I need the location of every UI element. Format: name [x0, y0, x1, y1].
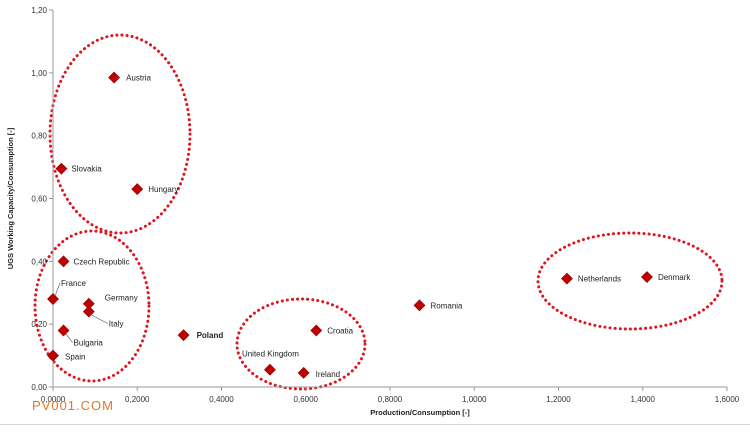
x-tick-label: 0,0000 — [41, 395, 66, 404]
data-point-romania — [413, 299, 426, 312]
y-tick-label: 0,40 — [31, 257, 47, 266]
point-label-poland: Poland — [197, 331, 224, 340]
x-tick-label: 1,2000 — [546, 395, 571, 404]
point-label-slovakia: Slovakia — [71, 165, 102, 174]
leader-line — [54, 282, 61, 297]
point-label-italy: Italy — [109, 320, 124, 329]
y-tick-label: 1,00 — [31, 69, 47, 78]
data-point-spain — [47, 349, 59, 362]
data-point-united-kingdom — [264, 363, 276, 376]
data-point-czech-republic — [57, 255, 70, 268]
y-tick-label: 0,60 — [31, 195, 47, 204]
point-label-france: France — [61, 279, 86, 288]
data-point-hungary — [131, 183, 144, 195]
data-point-france — [47, 293, 59, 305]
point-label-croatia: Croatia — [327, 326, 353, 335]
data-point-austria — [108, 71, 121, 84]
group-outlines — [33, 33, 724, 391]
point-label-romania: Romania — [430, 301, 463, 310]
x-axis-title: Production/Consumption [-] — [370, 408, 470, 417]
y-tick-label: 1,20 — [31, 6, 47, 15]
axes: 0,00 0,20 0,40 0,60 0,80 1,00 1,20 0,0000 0,2000… — [6, 6, 740, 417]
group-outline — [48, 33, 192, 235]
point-label-bulgaria: Bulgaria — [74, 338, 104, 347]
x-tick-label: 0,6000 — [294, 395, 319, 404]
x-tick-label: 1,4000 — [631, 395, 656, 404]
point-label-denmark: Denmark — [658, 273, 691, 282]
point-label-germany: Germany — [105, 294, 138, 303]
x-tick-label: 0,4000 — [209, 395, 234, 404]
y-tick-label: 0,00 — [31, 383, 47, 392]
data-point-croatia — [310, 324, 323, 337]
leader-line — [90, 314, 108, 324]
x-tick-label: 1,0000 — [462, 395, 487, 404]
data-point-netherlands — [561, 272, 573, 285]
point-label-united-kingdom: United Kingdom — [242, 350, 299, 359]
data-point-slovakia — [55, 162, 68, 175]
point-label-spain: Spain — [65, 353, 85, 362]
group-outline — [33, 229, 151, 383]
point-label-czech-republic: Czech Republic — [74, 257, 130, 266]
group-outline — [536, 231, 724, 331]
point-label-hungary: Hungary — [148, 185, 178, 194]
data-point-italy — [82, 305, 95, 318]
point-label-netherlands: Netherlands — [578, 275, 621, 284]
data-point-ireland — [297, 366, 310, 379]
point-labels: Austria Slovakia Hungary Czech Republic Fran… — [54, 74, 691, 379]
y-axis-title: UGS Working Capacity/Consumption [-] — [6, 127, 15, 269]
y-tick-label: 0,80 — [31, 132, 47, 141]
x-tick-label: 0,8000 — [378, 395, 403, 404]
bottom-divider — [0, 424, 750, 425]
y-tick-label: 0,20 — [31, 320, 47, 329]
data-point-denmark — [641, 271, 653, 283]
data-points — [47, 71, 653, 379]
group-outline — [235, 297, 367, 391]
watermark: PV001.COM — [32, 398, 114, 413]
x-tick-label: 1,6000 — [715, 395, 740, 404]
data-point-bulgaria — [57, 324, 70, 337]
data-point-poland — [177, 329, 190, 342]
point-label-ireland: Ireland — [316, 370, 340, 379]
leader-line — [65, 333, 73, 343]
x-tick-label: 0,2000 — [125, 395, 150, 404]
point-label-austria: Austria — [126, 74, 151, 83]
